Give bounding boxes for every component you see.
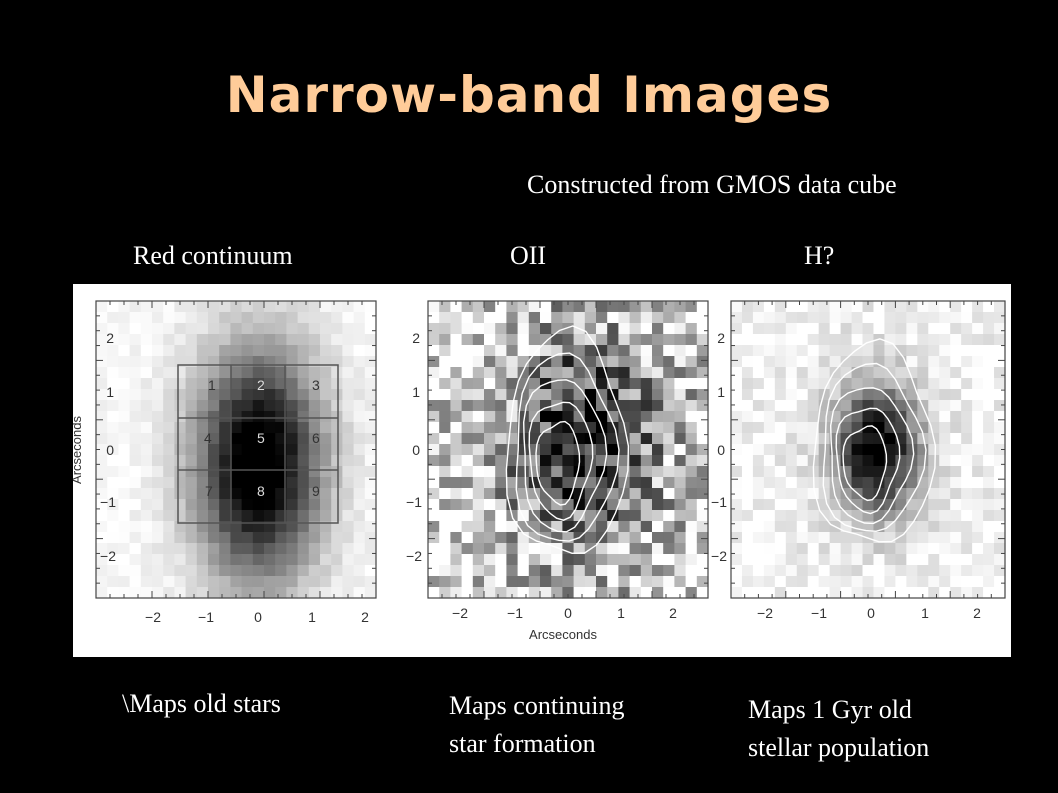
y-tick-label: 1: [106, 384, 114, 400]
caption-halpha-line1: Maps 1 Gyr old: [748, 695, 912, 724]
oii-heatmap: [428, 301, 709, 599]
panel-label-oii: OII: [510, 241, 547, 270]
continuum-heatmap: [96, 301, 377, 599]
x-tick-label: −1: [198, 609, 214, 625]
y-tick-label: 2: [412, 330, 420, 346]
halpha-contours: [812, 338, 937, 543]
halpha-heatmap: [731, 301, 1006, 599]
panel-red-continuum: 1 2 3 4 5 6 7 8 9 2 1 0 −1 −2 −2 −1 0 1: [73, 300, 377, 625]
y-tick-label: 1: [717, 384, 725, 400]
y-tick-label: −1: [406, 494, 422, 510]
y-axis-label: Arcseconds: [73, 416, 84, 484]
aperture-number: 8: [257, 483, 265, 499]
panel-halpha: 2 1 0 −1 −2 −2 −1 0 1 2: [711, 300, 1006, 621]
aperture-number: 3: [312, 377, 320, 393]
x-tick-label: 2: [361, 609, 369, 625]
caption-oii-line2: star formation: [449, 729, 596, 758]
y-tick-label: −2: [100, 548, 116, 564]
x-tick-label: 1: [921, 605, 929, 621]
x-axis-label: Arcseconds: [529, 627, 597, 642]
y-tick-label: −1: [100, 494, 116, 510]
x-tick-label: 0: [564, 605, 572, 621]
aperture-number: 9: [312, 483, 320, 499]
panel-label-red-continuum: Red continuum: [133, 241, 293, 270]
y-tick-label: −2: [711, 548, 727, 564]
y-tick-label: 0: [412, 442, 420, 458]
y-tick-label: 2: [717, 330, 725, 346]
aperture-number: 7: [205, 483, 213, 499]
panel-oii: 2 1 0 −1 −2 −2 −1 0 1 2 Arcseconds: [406, 300, 709, 642]
x-tick-label: −1: [507, 605, 523, 621]
caption-halpha-line2: stellar population: [748, 733, 930, 762]
caption-oii-line1: Maps continuing: [449, 691, 625, 720]
y-tick-label: 0: [106, 442, 114, 458]
y-tick-label: −1: [711, 494, 727, 510]
aperture-numbers: 1 2 3 4 5 6 7 8 9: [204, 377, 320, 499]
panel-label-halpha: H?: [804, 241, 835, 270]
aperture-number: 5: [257, 430, 265, 446]
x-tick-label: −2: [757, 605, 773, 621]
x-tick-label: 0: [867, 605, 875, 621]
oii-contours: [505, 325, 630, 555]
aperture-grid: [177, 364, 339, 524]
y-tick-label: 2: [106, 330, 114, 346]
caption-red-continuum: \Maps old stars: [122, 689, 281, 718]
slide-subtitle: Constructed from GMOS data cube: [527, 170, 897, 199]
x-tick-label: 0: [254, 609, 262, 625]
x-tick-label: 2: [973, 605, 981, 621]
x-tick-label: −1: [811, 605, 827, 621]
x-tick-label: 1: [308, 609, 316, 625]
aperture-number: 1: [208, 377, 216, 393]
x-tick-label: −2: [145, 609, 161, 625]
x-tick-label: 1: [617, 605, 625, 621]
narrow-band-figure: 1 2 3 4 5 6 7 8 9 2 1 0 −1 −2 −2 −1 0 1: [73, 284, 1011, 657]
x-tick-label: 2: [669, 605, 677, 621]
slide-title: Narrow-band Images: [225, 66, 833, 124]
y-tick-label: 1: [412, 384, 420, 400]
aperture-number: 6: [312, 430, 320, 446]
x-tick-label: −2: [452, 605, 468, 621]
aperture-number: 2: [257, 377, 265, 393]
y-tick-label: −2: [406, 548, 422, 564]
aperture-number: 4: [204, 430, 212, 446]
y-tick-label: 0: [717, 442, 725, 458]
